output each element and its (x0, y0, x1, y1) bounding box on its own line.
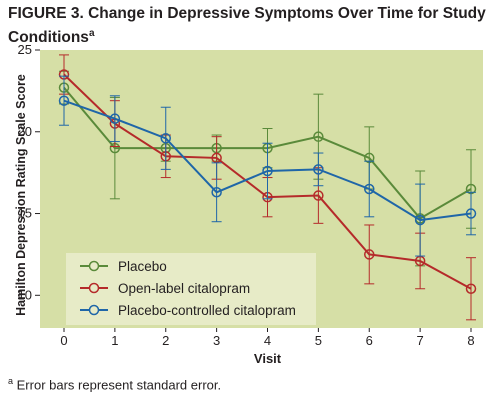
data-point (58, 95, 70, 106)
legend-swatch-marker (88, 304, 100, 316)
data-point (109, 113, 121, 124)
legend: Placebo Open-label citalopram Placebo-cont… (66, 253, 316, 325)
figure-title-superscript: a (88, 28, 95, 39)
x-tick-label: 4 (264, 333, 271, 348)
x-tick-label: 7 (417, 333, 424, 348)
figure-title-text: FIGURE 3. Change in Depressive Symptoms … (8, 5, 486, 47)
legend-swatch-marker (88, 260, 100, 272)
figure-footnote: a Error bars represent standard error. (8, 376, 221, 392)
x-tick-label: 3 (213, 333, 220, 348)
data-point (262, 165, 273, 177)
y-tick-label: 20 (18, 124, 32, 139)
x-tick-label: 1 (111, 333, 118, 348)
data-point (364, 183, 375, 195)
data-point (313, 131, 324, 142)
data-point (364, 249, 375, 260)
data-point (160, 133, 171, 144)
x-axis-label: Visit (254, 351, 282, 366)
y-axis-label: Hamilton Depression Rating Scale Score (14, 74, 28, 316)
data-point (211, 187, 222, 198)
figure-title: FIGURE 3. Change in Depressive Symptoms … (8, 4, 488, 48)
series-line (63, 99, 472, 222)
data-point (313, 164, 324, 175)
y-tick-label: 25 (18, 42, 32, 57)
series-placebo-controlled-citalopram (58, 75, 477, 257)
data-point (414, 214, 426, 226)
x-tick-label: 2 (162, 333, 169, 348)
footnote-text: Error bars represent standard error. (16, 377, 222, 393)
x-tick-label: 6 (366, 333, 373, 348)
x-tick-label: 0 (60, 333, 67, 348)
y-tick-label: 10 (18, 287, 32, 302)
legend-swatch-marker (88, 282, 100, 294)
data-point (313, 190, 324, 201)
legend-label: Placebo-controlled citalopram (118, 303, 296, 318)
data-point (465, 283, 477, 295)
legend-label: Placebo (118, 259, 167, 274)
footnote-marker: a (8, 376, 14, 386)
x-tick-label: 8 (467, 333, 474, 348)
y-tick-label: 15 (18, 206, 32, 221)
x-tick-label: 5 (315, 333, 322, 348)
data-point (465, 208, 477, 219)
legend-label: Open-label citalopram (118, 281, 250, 296)
